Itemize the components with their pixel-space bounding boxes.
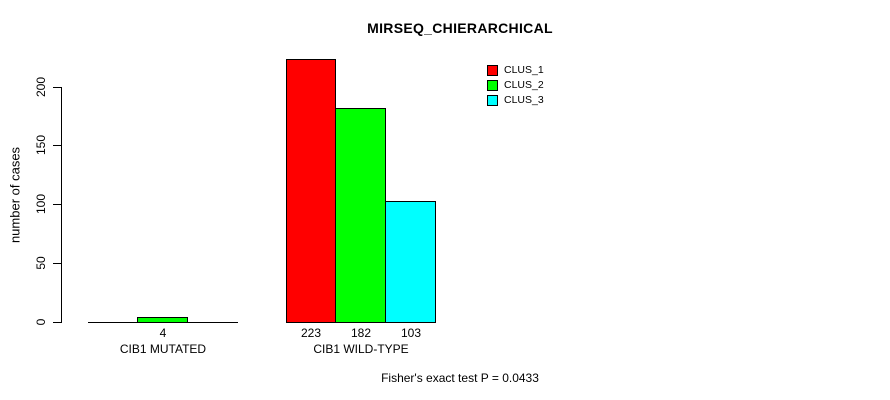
- bar-value-label: 182: [350, 326, 372, 340]
- legend-swatch: [487, 65, 498, 76]
- bar: [137, 317, 188, 323]
- y-tick: [53, 263, 61, 265]
- y-tick-label: 150: [34, 135, 48, 156]
- bar-value-label: 4: [159, 326, 167, 340]
- legend-swatch: [487, 95, 498, 106]
- y-tick-label: 200: [34, 76, 48, 97]
- bar: [385, 200, 436, 323]
- y-tick-label: 0: [34, 318, 48, 326]
- legend-label: CLUS_2: [504, 79, 544, 91]
- y-tick: [53, 322, 61, 323]
- bar-value-label: 223: [300, 326, 322, 340]
- y-tick-label: 50: [34, 256, 48, 270]
- category-label: CIB1 MUTATED: [119, 342, 207, 356]
- y-tick: [53, 145, 61, 147]
- stat-annotation: Fisher's exact test P = 0.0433: [381, 371, 539, 385]
- legend-label: CLUS_3: [504, 94, 544, 106]
- legend-item: CLUS_2: [487, 80, 544, 91]
- y-tick-label: 100: [34, 194, 48, 215]
- chart-title: MIRSEQ_CHIERARCHICAL: [367, 20, 553, 36]
- legend-label: CLUS_1: [504, 64, 544, 76]
- legend: CLUS_1 CLUS_2 CLUS_3: [487, 65, 544, 110]
- category-label: CIB1 WILD-TYPE: [313, 342, 409, 356]
- bar-value-label: 103: [400, 326, 422, 340]
- bar: [335, 107, 386, 323]
- y-axis-label: number of cases: [7, 146, 23, 244]
- y-axis-line: [61, 86, 62, 323]
- legend-item: CLUS_1: [487, 65, 544, 76]
- y-tick: [53, 204, 61, 206]
- bar: [286, 59, 336, 323]
- y-tick: [53, 86, 61, 88]
- legend-swatch: [487, 80, 498, 91]
- legend-item: CLUS_3: [487, 95, 544, 106]
